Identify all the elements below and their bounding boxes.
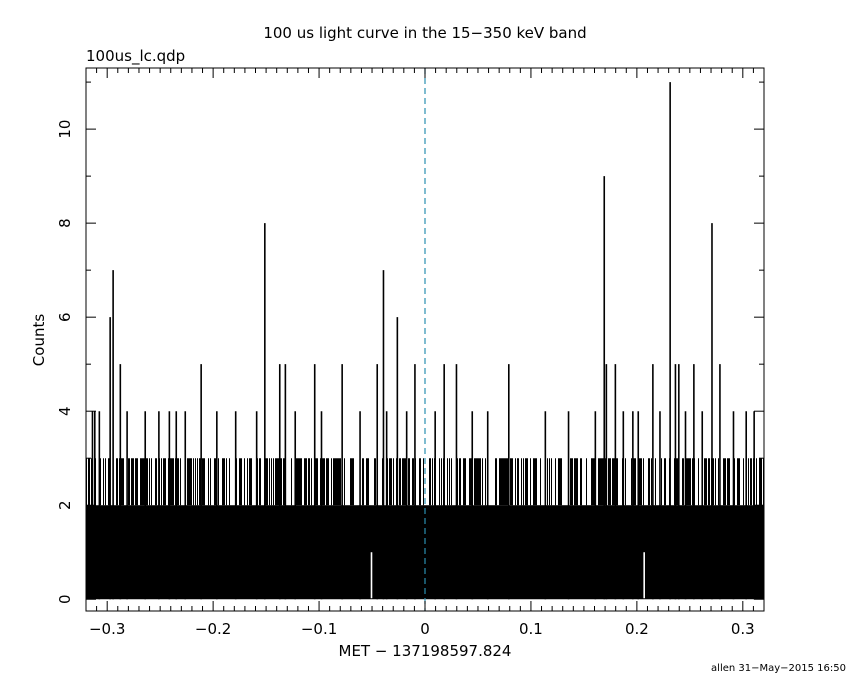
footer-stamp: allen 31−May−2015 16:50 — [711, 663, 846, 674]
x-tick-label: −0.3 — [89, 620, 125, 638]
y-tick-label: 8 — [56, 218, 74, 228]
file-label: 100us_lc.qdp — [86, 47, 185, 66]
y-tick-label: 6 — [56, 312, 74, 322]
x-tick-label: 0.3 — [731, 620, 755, 638]
y-tick-label: 2 — [56, 500, 74, 510]
x-axis-ticks: −0.3 −0.2 −0.1 0 0.1 0.2 0.3 — [85, 68, 765, 638]
x-tick-label: 0.2 — [625, 620, 649, 638]
x-tick-label: 0 — [420, 620, 430, 638]
x-axis-label: MET − 137198597.824 — [339, 642, 512, 660]
data-gaps — [370, 552, 645, 599]
x-tick-label: −0.1 — [301, 620, 337, 638]
y-tick-label: 10 — [56, 120, 74, 139]
y-tick-label: 4 — [56, 406, 74, 416]
y-axis-ticks: 0 2 4 6 8 10 — [56, 81, 764, 604]
y-axis-label: Counts — [30, 314, 48, 367]
x-tick-label: 0.1 — [519, 620, 543, 638]
chart-title: 100 us light curve in the 15−350 keV ban… — [263, 24, 586, 42]
y-tick-label: 0 — [56, 594, 74, 604]
x-tick-label: −0.2 — [195, 620, 231, 638]
